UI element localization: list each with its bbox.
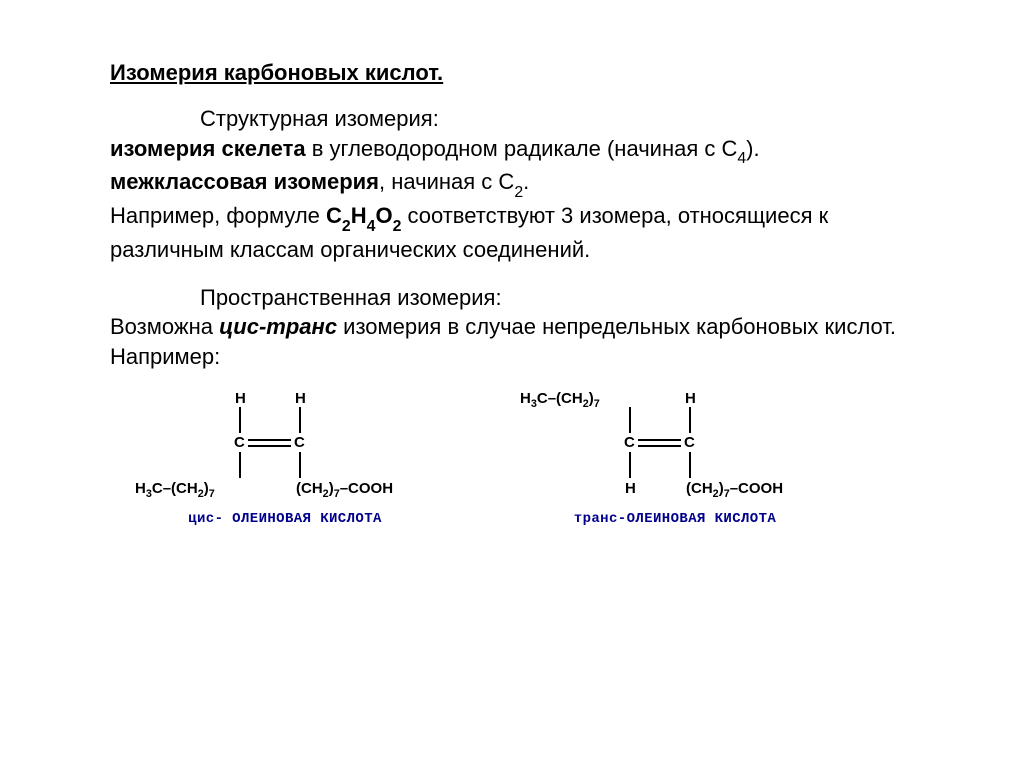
- cis-br-a: (CH: [296, 480, 323, 497]
- trans-top-right-h: H: [685, 390, 696, 407]
- cis-molecule: H H C C H3C–(CH2)7 (CH2)7–COOH: [120, 390, 450, 505]
- p2-text-1a: Возможна: [110, 314, 219, 339]
- trans-top-left: H3C–(CH2)7: [520, 390, 600, 410]
- tr-tl-a: H: [520, 390, 531, 407]
- p2-lead: Пространственная изомерия:: [110, 283, 502, 313]
- trans-molecule-wrap: H3C–(CH2)7 H C C H (CH2)7–COOH: [510, 390, 840, 527]
- p1-sub-1: 4: [737, 150, 746, 167]
- molecule-diagrams: H H C C H3C–(CH2)7 (CH2)7–COOH: [120, 390, 924, 527]
- document-page: Изомерия карбоновых кислот. Структурная …: [0, 0, 1024, 567]
- p1-text-2: , начиная с С: [379, 169, 514, 194]
- trans-c-left: C: [624, 434, 635, 451]
- tr-tl-c: C–(CH: [537, 390, 583, 407]
- tr-tl-f: 7: [594, 398, 600, 410]
- trans-dbond-1: [638, 439, 681, 441]
- cis-top-left-h: H: [235, 390, 246, 407]
- p1-text-1b: ).: [746, 136, 759, 161]
- cis-top-right-h: H: [295, 390, 306, 407]
- trans-bond-tl: [629, 407, 631, 433]
- cis-c-left: C: [234, 434, 245, 451]
- tr-br-a: (CH: [686, 480, 713, 497]
- cis-caption: цис- ОЛЕИНОВАЯ КИСЛОТА: [120, 511, 450, 527]
- cis-bond-tr: [299, 407, 301, 433]
- tr-br-e: –COOH: [730, 480, 783, 497]
- section-title: Изомерия карбоновых кислот.: [110, 60, 924, 86]
- trans-bot-left-h: H: [625, 480, 636, 497]
- f-h: Н: [351, 203, 367, 228]
- formula: С2Н4О2: [326, 203, 401, 228]
- f-2a: 2: [342, 218, 351, 235]
- trans-bond-bl: [629, 452, 631, 478]
- cis-molecule-wrap: H H C C H3C–(CH2)7 (CH2)7–COOH: [120, 390, 450, 527]
- f-2b: 2: [393, 218, 402, 235]
- cis-dbond-2: [248, 445, 291, 447]
- cis-bl-c: C–(CH: [152, 480, 198, 497]
- f-o: О: [375, 203, 392, 228]
- cis-bond-tl: [239, 407, 241, 433]
- cis-dbond-1: [248, 439, 291, 441]
- f-c: С: [326, 203, 342, 228]
- cis-bl-f: 7: [209, 488, 215, 500]
- trans-dbond-2: [638, 445, 681, 447]
- cis-c-right: C: [294, 434, 305, 451]
- p1-text-3a: Например, формуле: [110, 203, 326, 228]
- p1-lead: Структурная изомерия:: [110, 104, 439, 134]
- p1-bold-interclass: межклассовая изомерия: [110, 169, 379, 194]
- paragraph-structural: Структурная изомерия: изомерия скелета в…: [110, 104, 924, 265]
- p2-italic: цис-транс: [219, 314, 337, 339]
- trans-bottom-right: (CH2)7–COOH: [686, 480, 783, 500]
- p1-text-2b: .: [523, 169, 529, 194]
- p1-bold-skeleton: изомерия скелета: [110, 136, 306, 161]
- p1-text-1: в углеводородном радикале (начиная с С: [306, 136, 738, 161]
- paragraph-spatial: Пространственная изомерия: Возможна цис-…: [110, 283, 924, 372]
- f-4: 4: [367, 218, 376, 235]
- trans-molecule: H3C–(CH2)7 H C C H (CH2)7–COOH: [510, 390, 840, 505]
- cis-bl-a: H: [135, 480, 146, 497]
- trans-caption: транс-ОЛЕИНОВАЯ КИСЛОТА: [510, 511, 840, 527]
- cis-bottom-right: (CH2)7–COOH: [296, 480, 393, 500]
- cis-bond-br: [299, 452, 301, 478]
- trans-bond-br: [689, 452, 691, 478]
- cis-br-e: –COOH: [340, 480, 393, 497]
- cis-bond-bl: [239, 452, 241, 478]
- p1-sub-2: 2: [514, 184, 523, 201]
- cis-bottom-left: H3C–(CH2)7: [135, 480, 215, 500]
- trans-bond-tr: [689, 407, 691, 433]
- trans-c-right: C: [684, 434, 695, 451]
